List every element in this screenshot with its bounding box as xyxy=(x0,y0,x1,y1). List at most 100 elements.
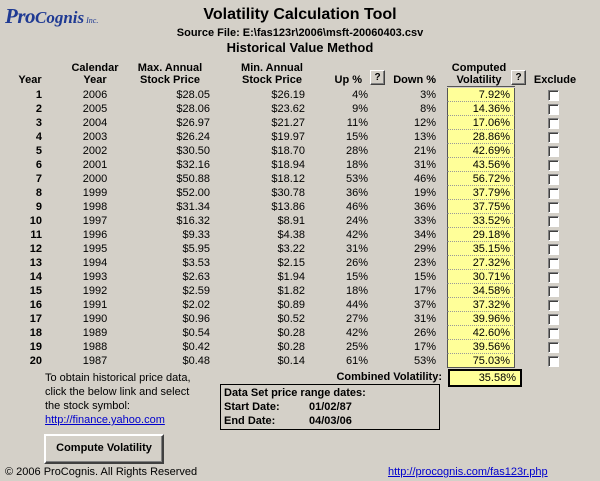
min-price-cell: $18.94 xyxy=(271,159,305,171)
table-row: 12 1995 $5.95 $3.22 31% 29% 35.15% xyxy=(0,242,600,256)
end-date-label: End Date: xyxy=(224,415,276,427)
exclude-checkbox[interactable] xyxy=(548,258,559,269)
header-min-price: Min. Annual Stock Price xyxy=(241,62,303,86)
up-percent-cell: 53% xyxy=(345,173,368,185)
year-cell: 18 xyxy=(29,327,42,339)
min-price-cell: $0.28 xyxy=(277,327,305,339)
year-cell: 2 xyxy=(35,103,42,115)
calendar-year-cell: 1995 xyxy=(82,243,108,255)
header-exclude: Exclude xyxy=(533,74,577,86)
computed-volatility-cell: 37.75% xyxy=(447,200,515,214)
exclude-checkbox[interactable] xyxy=(548,342,559,353)
calendar-year-cell: 1992 xyxy=(82,285,108,297)
computed-volatility-cell: 75.03% xyxy=(447,354,515,368)
copyright: © 2006 ProCognis. All Rights Reserved xyxy=(5,466,198,478)
max-price-cell: $30.50 xyxy=(176,145,210,157)
max-price-cell: $31.34 xyxy=(176,201,210,213)
up-percent-cell: 42% xyxy=(345,229,368,241)
min-price-cell: $2.15 xyxy=(277,257,305,269)
down-percent-cell: 31% xyxy=(413,313,436,325)
down-percent-cell: 3% xyxy=(420,89,436,101)
max-price-cell: $0.54 xyxy=(182,327,210,339)
combined-volatility-value: 35.58% xyxy=(448,369,522,387)
compute-volatility-button[interactable]: Compute Volatility xyxy=(44,434,164,464)
down-percent-cell: 21% xyxy=(413,145,436,157)
down-percent-cell: 33% xyxy=(413,215,436,227)
calendar-year-cell: 2001 xyxy=(82,159,108,171)
table-row: 6 2001 $32.16 $18.94 18% 31% 43.56% xyxy=(0,158,600,172)
combined-volatility-label: Combined Volatility: xyxy=(336,371,442,383)
up-percent-cell: 9% xyxy=(352,103,368,115)
exclude-checkbox[interactable] xyxy=(548,300,559,311)
up-percent-cell: 27% xyxy=(345,313,368,325)
computed-volatility-cell: 35.15% xyxy=(447,242,515,256)
computed-volatility-cell: 30.71% xyxy=(447,270,515,284)
table-row: 9 1998 $31.34 $13.86 46% 36% 37.75% xyxy=(0,200,600,214)
min-price-cell: $1.82 xyxy=(277,285,305,297)
year-cell: 17 xyxy=(29,313,42,325)
max-price-cell: $2.02 xyxy=(182,299,210,311)
year-cell: 14 xyxy=(29,271,42,283)
down-percent-cell: 29% xyxy=(413,243,436,255)
down-percent-cell: 37% xyxy=(413,299,436,311)
computed-volatility-cell: 7.92% xyxy=(447,88,515,102)
min-price-cell: $0.89 xyxy=(277,299,305,311)
table-row: 1 2006 $28.05 $26.19 4% 3% 7.92% xyxy=(0,88,600,102)
table-row: 8 1999 $52.00 $30.78 36% 19% 37.79% xyxy=(0,186,600,200)
table-row: 13 1994 $3.53 $2.15 26% 23% 27.32% xyxy=(0,256,600,270)
down-percent-cell: 31% xyxy=(413,159,436,171)
dataset-range-box: Data Set price range dates: Start Date: … xyxy=(220,384,440,430)
exclude-checkbox[interactable] xyxy=(548,146,559,157)
min-price-cell: $0.52 xyxy=(277,313,305,325)
min-price-cell: $18.12 xyxy=(271,173,305,185)
computed-volatility-cell: 56.72% xyxy=(447,172,515,186)
exclude-checkbox[interactable] xyxy=(548,202,559,213)
down-percent-cell: 26% xyxy=(413,327,436,339)
volatility-column-top-border xyxy=(447,86,515,87)
exclude-checkbox[interactable] xyxy=(548,118,559,129)
exclude-checkbox[interactable] xyxy=(548,272,559,283)
help-volatility-button[interactable]: ? xyxy=(511,70,526,85)
help-updown-button[interactable]: ? xyxy=(370,70,385,85)
max-price-cell: $2.59 xyxy=(182,285,210,297)
min-price-cell: $19.97 xyxy=(271,131,305,143)
exclude-checkbox[interactable] xyxy=(548,188,559,199)
up-percent-cell: 4% xyxy=(352,89,368,101)
table-row: 17 1990 $0.96 $0.52 27% 31% 39.96% xyxy=(0,312,600,326)
exclude-checkbox[interactable] xyxy=(548,286,559,297)
yahoo-finance-link[interactable]: http://finance.yahoo.com xyxy=(45,414,165,426)
table-row: 16 1991 $2.02 $0.89 44% 37% 37.32% xyxy=(0,298,600,312)
down-percent-cell: 17% xyxy=(413,285,436,297)
exclude-checkbox[interactable] xyxy=(548,174,559,185)
exclude-checkbox[interactable] xyxy=(548,104,559,115)
exclude-checkbox[interactable] xyxy=(548,90,559,101)
table-row: 10 1997 $16.32 $8.91 24% 33% 33.52% xyxy=(0,214,600,228)
end-date-value: 04/03/06 xyxy=(309,415,352,427)
header-year: Year xyxy=(18,74,42,86)
down-percent-cell: 17% xyxy=(413,341,436,353)
min-price-cell: $3.22 xyxy=(277,243,305,255)
exclude-checkbox[interactable] xyxy=(548,160,559,171)
exclude-checkbox[interactable] xyxy=(548,356,559,367)
table-row: 19 1988 $0.42 $0.28 25% 17% 39.56% xyxy=(0,340,600,354)
exclude-checkbox[interactable] xyxy=(548,132,559,143)
min-price-cell: $4.38 xyxy=(277,229,305,241)
exclude-checkbox[interactable] xyxy=(548,216,559,227)
dataset-heading: Data Set price range dates: xyxy=(224,387,366,399)
header-max-price: Max. Annual Stock Price xyxy=(137,62,203,86)
table-row: 4 2003 $26.24 $19.97 15% 13% 28.86% xyxy=(0,130,600,144)
year-cell: 12 xyxy=(29,243,42,255)
exclude-checkbox[interactable] xyxy=(548,314,559,325)
year-cell: 4 xyxy=(35,131,42,143)
year-cell: 15 xyxy=(29,285,42,297)
exclude-checkbox[interactable] xyxy=(548,244,559,255)
exclude-checkbox[interactable] xyxy=(548,328,559,339)
down-percent-cell: 46% xyxy=(413,173,436,185)
min-price-cell: $0.14 xyxy=(277,355,305,367)
header-computed-volatility: Computed Volatility xyxy=(451,62,507,86)
calendar-year-cell: 2005 xyxy=(82,103,108,115)
footer-link[interactable]: http://procognis.com/fas123r.php xyxy=(388,466,548,478)
up-percent-cell: 18% xyxy=(345,285,368,297)
exclude-checkbox[interactable] xyxy=(548,230,559,241)
min-price-cell: $18.70 xyxy=(271,145,305,157)
